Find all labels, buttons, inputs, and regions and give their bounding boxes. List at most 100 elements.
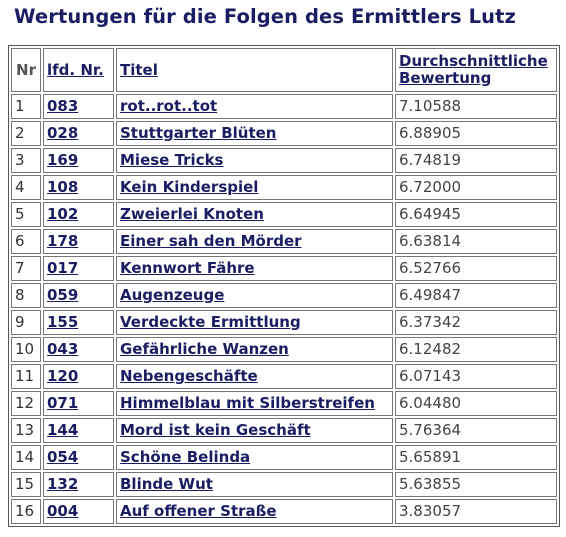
table-row: 7 017 Kennwort Fähre 6.52766 — [11, 256, 557, 281]
page-title: Wertungen für die Folgen des Ermittlers … — [14, 5, 516, 28]
cell-bewertung: 6.64945 — [395, 202, 557, 227]
episode-number-link[interactable]: 004 — [47, 502, 79, 520]
episode-number-link[interactable]: 071 — [47, 394, 79, 412]
cell-bewertung: 6.49847 — [395, 283, 557, 308]
cell-lfd-nr: 071 — [43, 391, 114, 416]
cell-titel: Zweierlei Knoten — [116, 202, 393, 227]
cell-lfd-nr: 102 — [43, 202, 114, 227]
episode-title-link[interactable]: Kennwort Fähre — [120, 259, 255, 277]
cell-titel: Mord ist kein Geschäft — [116, 418, 393, 443]
cell-lfd-nr: 178 — [43, 229, 114, 254]
table-row: 14 054 Schöne Belinda 5.65891 — [11, 445, 557, 470]
episode-title-link[interactable]: Gefährliche Wanzen — [120, 340, 289, 358]
sort-by-bewertung-link[interactable]: Durchschnittliche Bewertung — [399, 52, 548, 87]
cell-bewertung: 6.04480 — [395, 391, 557, 416]
cell-lfd-nr: 169 — [43, 148, 114, 173]
cell-nr: 15 — [11, 472, 41, 497]
cell-lfd-nr: 028 — [43, 121, 114, 146]
episode-number-link[interactable]: 169 — [47, 151, 79, 169]
ratings-table: Nr lfd. Nr. Titel Durchschnittliche Bewer… — [8, 45, 560, 527]
cell-nr: 12 — [11, 391, 41, 416]
table-row: 11 120 Nebengeschäfte 6.07143 — [11, 364, 557, 389]
cell-nr: 16 — [11, 499, 41, 524]
episode-title-link[interactable]: Himmelblau mit Silberstreifen — [120, 394, 375, 412]
cell-nr: 2 — [11, 121, 41, 146]
episode-number-link[interactable]: 059 — [47, 286, 79, 304]
cell-titel: Auf offener Straße — [116, 499, 393, 524]
cell-nr: 8 — [11, 283, 41, 308]
episode-title-link[interactable]: Kein Kinderspiel — [120, 178, 259, 196]
episode-title-link[interactable]: Zweierlei Knoten — [120, 205, 264, 223]
table-row: 6 178 Einer sah den Mörder 6.63814 — [11, 229, 557, 254]
episode-number-link[interactable]: 155 — [47, 313, 79, 331]
cell-titel: Kennwort Fähre — [116, 256, 393, 281]
episode-number-link[interactable]: 132 — [47, 475, 79, 493]
cell-nr: 4 — [11, 175, 41, 200]
table-row: 8 059 Augenzeuge 6.49847 — [11, 283, 557, 308]
table-body: 1 083 rot..rot..tot 7.10588 2 028 Stuttgarter … — [11, 94, 557, 524]
cell-titel: Augenzeuge — [116, 283, 393, 308]
episode-title-link[interactable]: Verdeckte Ermittlung — [120, 313, 301, 331]
table-row: 13 144 Mord ist kein Geschäft 5.76364 — [11, 418, 557, 443]
episode-title-link[interactable]: Stuttgarter Blüten — [120, 124, 277, 142]
cell-bewertung: 6.07143 — [395, 364, 557, 389]
cell-nr: 13 — [11, 418, 41, 443]
episode-number-link[interactable]: 108 — [47, 178, 79, 196]
table-row: 10 043 Gefährliche Wanzen 6.12482 — [11, 337, 557, 362]
cell-bewertung: 6.37342 — [395, 310, 557, 335]
header-bewertung-line1: Durchschnittliche — [399, 52, 548, 70]
cell-titel: Himmelblau mit Silberstreifen — [116, 391, 393, 416]
cell-bewertung: 6.63814 — [395, 229, 557, 254]
episode-number-link[interactable]: 028 — [47, 124, 79, 142]
cell-bewertung: 6.12482 — [395, 337, 557, 362]
episode-number-link[interactable]: 120 — [47, 367, 79, 385]
table-row: 15 132 Blinde Wut 5.63855 — [11, 472, 557, 497]
episode-title-link[interactable]: rot..rot..tot — [120, 97, 218, 115]
cell-lfd-nr: 083 — [43, 94, 114, 119]
episode-title-link[interactable]: Schöne Belinda — [120, 448, 251, 466]
cell-nr: 9 — [11, 310, 41, 335]
cell-bewertung: 5.76364 — [395, 418, 557, 443]
episode-title-link[interactable]: Blinde Wut — [120, 475, 213, 493]
cell-lfd-nr: 132 — [43, 472, 114, 497]
table-row: 16 004 Auf offener Straße 3.83057 — [11, 499, 557, 524]
cell-titel: Kein Kinderspiel — [116, 175, 393, 200]
sort-by-titel-link[interactable]: Titel — [120, 60, 158, 79]
cell-nr: 11 — [11, 364, 41, 389]
episode-title-link[interactable]: Mord ist kein Geschäft — [120, 421, 311, 439]
cell-titel: Gefährliche Wanzen — [116, 337, 393, 362]
cell-lfd-nr: 017 — [43, 256, 114, 281]
cell-nr: 7 — [11, 256, 41, 281]
cell-lfd-nr: 043 — [43, 337, 114, 362]
episode-title-link[interactable]: Miese Tricks — [120, 151, 224, 169]
cell-titel: Schöne Belinda — [116, 445, 393, 470]
table-row: 12 071 Himmelblau mit Silberstreifen 6.0448… — [11, 391, 557, 416]
table-row: 2 028 Stuttgarter Blüten 6.88905 — [11, 121, 557, 146]
episode-number-link[interactable]: 144 — [47, 421, 79, 439]
table-row: 1 083 rot..rot..tot 7.10588 — [11, 94, 557, 119]
table-header-row: Nr lfd. Nr. Titel Durchschnittliche Bewer… — [11, 48, 557, 92]
episode-number-link[interactable]: 083 — [47, 97, 79, 115]
header-bewertung-line2: Bewertung — [399, 69, 492, 87]
episode-number-link[interactable]: 043 — [47, 340, 79, 358]
cell-lfd-nr: 144 — [43, 418, 114, 443]
episode-number-link[interactable]: 017 — [47, 259, 79, 277]
sort-by-lfd-nr-link[interactable]: lfd. Nr. — [47, 60, 104, 79]
cell-lfd-nr: 155 — [43, 310, 114, 335]
header-lfd-nr: lfd. Nr. — [43, 48, 114, 92]
cell-bewertung: 6.72000 — [395, 175, 557, 200]
cell-bewertung: 5.63855 — [395, 472, 557, 497]
episode-title-link[interactable]: Auf offener Straße — [120, 502, 277, 520]
episode-number-link[interactable]: 178 — [47, 232, 79, 250]
table-row: 9 155 Verdeckte Ermittlung 6.37342 — [11, 310, 557, 335]
cell-titel: rot..rot..tot — [116, 94, 393, 119]
cell-titel: Nebengeschäfte — [116, 364, 393, 389]
episode-number-link[interactable]: 054 — [47, 448, 79, 466]
episode-title-link[interactable]: Einer sah den Mörder — [120, 232, 302, 250]
episode-title-link[interactable]: Augenzeuge — [120, 286, 225, 304]
episode-title-link[interactable]: Nebengeschäfte — [120, 367, 258, 385]
table-row: 4 108 Kein Kinderspiel 6.72000 — [11, 175, 557, 200]
episode-number-link[interactable]: 102 — [47, 205, 79, 223]
cell-titel: Miese Tricks — [116, 148, 393, 173]
